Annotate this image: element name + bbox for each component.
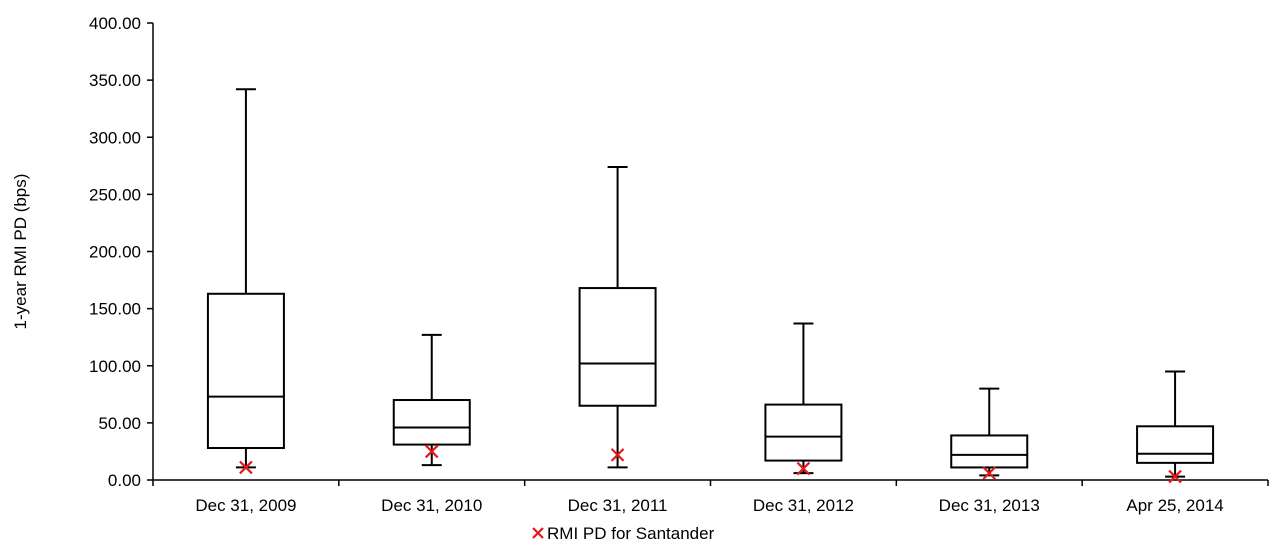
box-2 bbox=[392, 333, 471, 467]
iqr-box bbox=[392, 399, 471, 446]
legend-marker bbox=[532, 527, 544, 539]
legend: RMI PD for Santander bbox=[532, 524, 715, 543]
santander-markers bbox=[239, 444, 1182, 484]
y-tick-label: 250.00 bbox=[89, 185, 141, 204]
boxes-group bbox=[206, 88, 1215, 478]
cross-stroke bbox=[424, 444, 439, 459]
y-tick-label: 100.00 bbox=[89, 357, 141, 376]
y-tick-label: 300.00 bbox=[89, 128, 141, 147]
santander-marker bbox=[1168, 469, 1182, 484]
x-tick-label: Dec 31, 2012 bbox=[753, 496, 854, 515]
iqr-box bbox=[206, 292, 285, 450]
santander-marker bbox=[239, 460, 253, 475]
cross-stroke bbox=[239, 460, 253, 475]
y-tick-label: 50.00 bbox=[98, 414, 141, 433]
iqr-box bbox=[950, 434, 1029, 469]
cross-stroke bbox=[982, 466, 997, 480]
cross-stroke bbox=[610, 448, 625, 462]
box-4 bbox=[764, 322, 843, 475]
santander-marker bbox=[610, 448, 625, 462]
cross-stroke bbox=[1168, 469, 1182, 484]
santander-marker bbox=[424, 444, 439, 459]
y-tick-label: 200.00 bbox=[89, 243, 141, 262]
iqr-box bbox=[764, 403, 843, 462]
iqr-box bbox=[578, 287, 657, 407]
y-tick-label: 150.00 bbox=[89, 300, 141, 319]
y-tick-label: 0.00 bbox=[108, 471, 141, 490]
x-axis: Dec 31, 2009 Dec 31, 2010 Dec 31, 2011 Dec … bbox=[152, 479, 1269, 515]
santander-marker bbox=[982, 466, 997, 480]
x-tick-label: Apr 25, 2014 bbox=[1126, 496, 1223, 515]
box-1 bbox=[206, 88, 285, 469]
y-tick-label: 400.00 bbox=[89, 14, 141, 33]
x-tick-label: Dec 31, 2013 bbox=[939, 496, 1040, 515]
box-3 bbox=[578, 165, 657, 469]
box-6 bbox=[1136, 370, 1215, 478]
santander-marker bbox=[796, 461, 811, 476]
legend-cross-icon bbox=[532, 527, 544, 539]
y-tick-label: 350.00 bbox=[89, 71, 141, 90]
box-5 bbox=[950, 387, 1029, 477]
x-tick-label: Dec 31, 2009 bbox=[195, 496, 296, 515]
cross-stroke bbox=[796, 461, 811, 476]
y-axis: 0.00 50.00 100.00 150.00 200.00 250.00 300.00 3… bbox=[89, 14, 154, 490]
iqr-box bbox=[1136, 425, 1215, 464]
legend-label: RMI PD for Santander bbox=[547, 524, 715, 543]
x-tick-label: Dec 31, 2010 bbox=[381, 496, 482, 515]
cross-stroke bbox=[532, 527, 544, 539]
x-tick-label: Dec 31, 2011 bbox=[568, 496, 668, 515]
y-axis-title: 1-year RMI PD (bps) bbox=[11, 174, 30, 330]
